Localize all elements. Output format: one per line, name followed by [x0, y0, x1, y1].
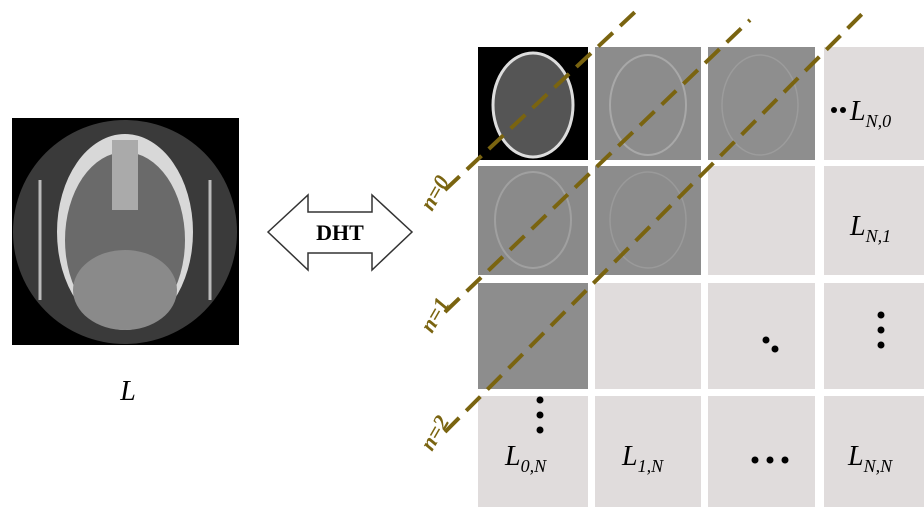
diagram: L DHT n=0 n=1 n=2: [0, 0, 924, 507]
cell-label-sub: N,N: [863, 456, 894, 476]
cell-label-base: L: [504, 441, 521, 472]
cell-label-base: L: [849, 211, 866, 242]
cell-label-sub: 0,N: [521, 456, 548, 476]
cell-label-sub: N,1: [865, 226, 892, 246]
cell-label-base: L: [847, 441, 864, 472]
transform-label: DHT: [316, 220, 364, 245]
cell-label-sub: N,0: [865, 111, 892, 131]
diagonal-label: n=0: [415, 171, 455, 214]
diagonal-label: n=2: [415, 411, 455, 454]
diagonal-label: n=1: [415, 293, 455, 336]
input-label: L: [119, 376, 136, 407]
cell-label-sub: 1,N: [638, 456, 665, 476]
cell-label-base: L: [849, 96, 866, 127]
input-image: [12, 118, 239, 345]
cell-label-base: L: [621, 441, 638, 472]
